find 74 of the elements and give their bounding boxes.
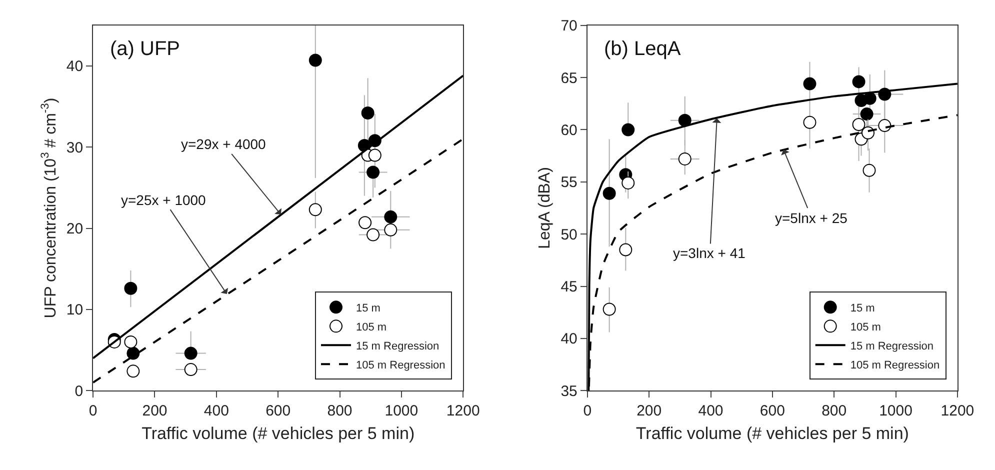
- point: [878, 119, 892, 132]
- point: [678, 114, 692, 127]
- text: (b) LeqA: [604, 38, 682, 60]
- annotation: y=3lnx + 41: [673, 245, 746, 261]
- point: [803, 116, 816, 129]
- y-axis-title: LeqA (dBA): [536, 167, 554, 249]
- annotation: y=25x + 1000: [121, 192, 206, 208]
- y-tick-label: 20: [66, 220, 84, 238]
- x-tick-label: 200: [636, 402, 662, 420]
- point: [384, 223, 398, 236]
- x-tick-label: 1000: [384, 402, 418, 420]
- y-tick-label: 65: [560, 70, 578, 87]
- point: [126, 364, 140, 378]
- point: [361, 106, 374, 120]
- point: [852, 75, 866, 88]
- text: (a) UFP: [110, 38, 180, 60]
- point: [862, 164, 876, 177]
- point: [622, 123, 635, 136]
- annotation: y=5lnx + 25: [775, 210, 848, 226]
- y-tick-label: 70: [560, 18, 578, 35]
- point: [366, 228, 380, 242]
- x-tick-label: 800: [822, 402, 847, 420]
- point: [678, 152, 692, 166]
- y-tick-label: 0: [74, 382, 84, 400]
- legend-label: 105 m: [850, 321, 881, 334]
- legend-label: 105 m Regression: [850, 359, 940, 372]
- x-tick-label: 1200: [940, 402, 974, 420]
- y-tick-label: 35: [560, 382, 578, 400]
- point: [126, 346, 140, 360]
- annotation: y=29x + 4000: [181, 136, 266, 152]
- point: [384, 210, 398, 224]
- x-tick-label: 600: [266, 402, 291, 420]
- x-tick-label: 1200: [446, 402, 480, 420]
- point: [860, 108, 874, 121]
- y-tick-label: 45: [560, 278, 578, 296]
- point: [803, 77, 816, 90]
- x-tick-label: 800: [327, 402, 352, 420]
- point: [622, 176, 635, 190]
- y-tick-label: 30: [66, 139, 84, 156]
- point: [308, 54, 322, 67]
- point: [368, 148, 382, 162]
- legend-label: 15 m: [356, 302, 380, 314]
- legend-label: 15 m: [850, 302, 875, 314]
- point: [602, 302, 616, 316]
- y-tick-label: 10: [66, 302, 84, 319]
- x-tick-label: 400: [204, 402, 229, 420]
- x-tick-label: 0: [583, 402, 592, 420]
- point: [852, 118, 866, 131]
- point: [184, 363, 198, 376]
- x-tick-label: 0: [88, 402, 98, 420]
- legend-label: 105 m: [356, 321, 387, 334]
- point: [862, 126, 875, 140]
- point: [602, 186, 616, 200]
- x-tick-label: 600: [760, 402, 785, 420]
- x-tick-label: 200: [142, 402, 168, 420]
- legend-label: 15 m Regression: [850, 340, 934, 352]
- y-tick-label: 40: [560, 330, 578, 348]
- point: [308, 203, 322, 216]
- y-tick-label: 55: [560, 174, 578, 192]
- y-tick-label: 60: [560, 122, 578, 139]
- point: [366, 166, 380, 179]
- y-tick-label: 50: [560, 226, 578, 244]
- point: [619, 243, 632, 256]
- point: [124, 282, 138, 295]
- point: [358, 216, 372, 230]
- x-tick-label: 400: [698, 402, 724, 420]
- point: [184, 346, 198, 360]
- point: [863, 92, 876, 105]
- x-axis-title: Traffic volume (# vehicles per 5 min): [142, 424, 415, 444]
- legend-label: 105 m Regression: [356, 359, 446, 372]
- x-tick-label: 1000: [879, 402, 912, 420]
- legend-label: 15 m Regression: [356, 340, 440, 352]
- x-axis-title: Traffic volume (# vehicles per 5 min): [636, 424, 909, 444]
- y-tick-label: 40: [66, 58, 84, 76]
